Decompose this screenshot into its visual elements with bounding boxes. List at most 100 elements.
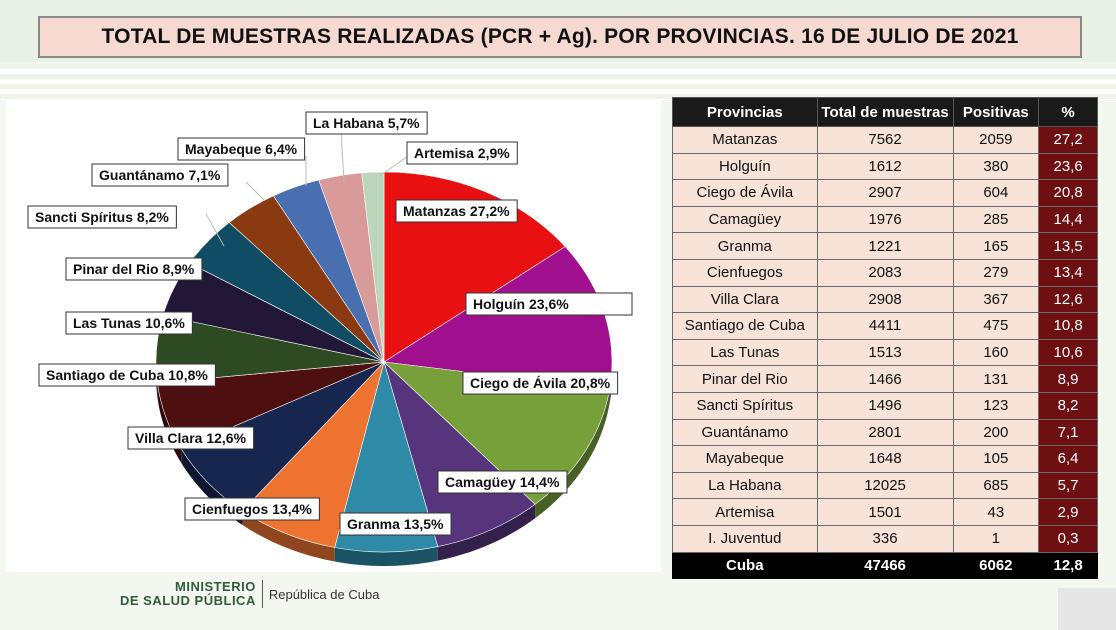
- table-cell: 0,3: [1038, 524, 1098, 553]
- slice-label: Granma 13,5%: [339, 512, 452, 536]
- table-cell: 131: [952, 365, 1040, 393]
- slice-label-box: [465, 292, 633, 316]
- table-cell: 6062: [952, 551, 1040, 580]
- table-total-row: Cuba 47466 6062 12,8: [672, 551, 1098, 580]
- pie-side-2: [535, 389, 610, 519]
- data-table-wrapper: Provincias Total de muestras Positivas% Ma…: [672, 97, 1098, 580]
- table-cell: Cuba: [672, 551, 818, 580]
- slice-label: Artemisa 2,9%: [406, 141, 518, 165]
- table-cell: Villa Clara: [672, 285, 818, 314]
- leader-line: [340, 129, 345, 183]
- ministry-line-2: DE SALUD PÚBLICA: [120, 593, 256, 608]
- table-header-row: Provincias Total de muestras Positivas%: [672, 97, 1098, 127]
- pie-side-4: [334, 546, 438, 566]
- table-row: Ciego de Ávila 2907 604 20,8: [672, 179, 1098, 207]
- pie-labels: Matanzas 27,2% Holguín 23,6% Ciego de Ávil…: [27, 111, 633, 536]
- ministry-logo: MINISTERIO DE SALUD PÚBLICA República de…: [120, 580, 379, 608]
- pie-slices: [155, 171, 613, 553]
- table-cell: Las Tunas: [672, 338, 818, 367]
- table-cell: 285: [952, 205, 1040, 234]
- table-cell: 10,6: [1038, 338, 1098, 367]
- slice-label-box: [339, 512, 452, 536]
- table-cell: Artemisa: [672, 498, 818, 526]
- slice-label-box: [38, 363, 216, 387]
- table-row: Guantánamo 2801 200 7,1: [672, 418, 1098, 447]
- table-cell: 1976: [816, 205, 954, 234]
- province-table: Provincias Total de muestras Positivas% Ma…: [672, 97, 1098, 580]
- table-row: Cienfuegos 2083 279 13,4: [672, 258, 1098, 287]
- table-cell: 27,2: [1038, 126, 1098, 154]
- table-cell: 2908: [816, 285, 954, 314]
- table-cell: Cienfuegos: [672, 258, 818, 287]
- table-cell: 160: [952, 338, 1040, 367]
- logo-separator: [261, 580, 263, 608]
- slice-label-text: Camagüey 14,4%: [445, 474, 560, 490]
- table-cell: 2083: [816, 258, 954, 287]
- slice-label-box: [91, 163, 229, 187]
- table-cell: 47466: [816, 551, 954, 580]
- table-cell: Pinar del Rio: [672, 365, 818, 393]
- table-row: Mayabeque 1648 105 6,4: [672, 445, 1098, 473]
- slice-label-box: [65, 311, 193, 335]
- pie-slice-14: [361, 171, 385, 363]
- pie-side-5: [242, 510, 335, 562]
- slice-label-box: [184, 497, 320, 521]
- slice-label-box: [127, 426, 255, 450]
- slice-label: Ciego de Ávila 20,8%: [462, 371, 619, 395]
- table-cell: 1612: [816, 152, 954, 181]
- table-cell: Camagüey: [672, 205, 818, 234]
- slice-label-text: Guantánamo 7,1%: [99, 167, 221, 183]
- table-row: Artemisa 1501 43 2,9: [672, 498, 1098, 526]
- slice-label-text: Sancti Spíritus 8,2%: [35, 209, 169, 225]
- table-cell: 2801: [816, 418, 954, 447]
- table-cell: 165: [952, 232, 1040, 260]
- ministry-name: MINISTERIO DE SALUD PÚBLICA: [120, 580, 256, 608]
- slice-label: La Habana 5,7%: [305, 111, 428, 135]
- table-cell: 8,9: [1038, 365, 1098, 393]
- table-cell: 604: [952, 179, 1040, 207]
- table-cell: 200: [952, 418, 1040, 447]
- table-row: Camagüey 1976 285 14,4: [672, 205, 1098, 234]
- table-row: Sancti Spíritus 1496 123 8,2: [672, 391, 1098, 420]
- table-cell: 12025: [816, 471, 954, 500]
- table-cell: La Habana: [672, 471, 818, 500]
- table-header-cell: Positivas: [952, 97, 1040, 127]
- table-cell: 279: [952, 258, 1040, 287]
- pie-chart-area: Matanzas 27,2% Holguín 23,6% Ciego de Ávil…: [6, 100, 661, 572]
- table-cell: 13,5: [1038, 232, 1098, 260]
- table-cell: 336: [816, 524, 954, 553]
- slice-label: Guantánamo 7,1%: [91, 163, 229, 187]
- table-header-cell: Provincias: [672, 97, 818, 127]
- table-cell: 10,8: [1038, 312, 1098, 340]
- slice-label-text: Las Tunas 10,6%: [73, 315, 185, 331]
- slice-label: Camagüey 14,4%: [437, 470, 568, 494]
- slice-label-text: La Habana 5,7%: [313, 115, 420, 131]
- slice-label-box: [406, 141, 518, 165]
- slice-label-text: Artemisa 2,9%: [414, 145, 510, 161]
- table-cell: 2,9: [1038, 498, 1098, 526]
- pie-chart: Matanzas 27,2% Holguín 23,6% Ciego de Ávil…: [27, 111, 633, 566]
- table-cell: Matanzas: [672, 126, 818, 154]
- leader-line: [245, 181, 265, 201]
- table-row: La Habana 12025 685 5,7: [672, 471, 1098, 500]
- table-cell: 5,7: [1038, 471, 1098, 500]
- slice-label: Mayabeque 6,4%: [177, 137, 306, 161]
- table-cell: 1: [952, 524, 1040, 553]
- table-cell: 105: [952, 445, 1040, 473]
- slice-label-text: Matanzas 27,2%: [403, 203, 510, 219]
- table-cell: 13,4: [1038, 258, 1098, 287]
- table-cell: 1496: [816, 391, 954, 420]
- table-cell: 8,2: [1038, 391, 1098, 420]
- slice-label-box: [27, 205, 177, 229]
- table-cell: 7562: [816, 126, 954, 154]
- slice-label-box: [65, 257, 203, 281]
- table-cell: Granma: [672, 232, 818, 260]
- slice-label: Las Tunas 10,6%: [65, 311, 193, 335]
- republic-label: República de Cuba: [268, 586, 380, 602]
- corner-overlay: [1058, 588, 1116, 630]
- table-row: I. Juventud 336 1 0,3: [672, 524, 1098, 553]
- slice-label: Pinar del Rio 8,9%: [65, 257, 203, 281]
- chart-title: TOTAL DE MUESTRAS REALIZADAS (PCR + Ag).…: [101, 25, 1019, 48]
- slice-label-text: Santiago de Cuba 10,8%: [46, 367, 208, 383]
